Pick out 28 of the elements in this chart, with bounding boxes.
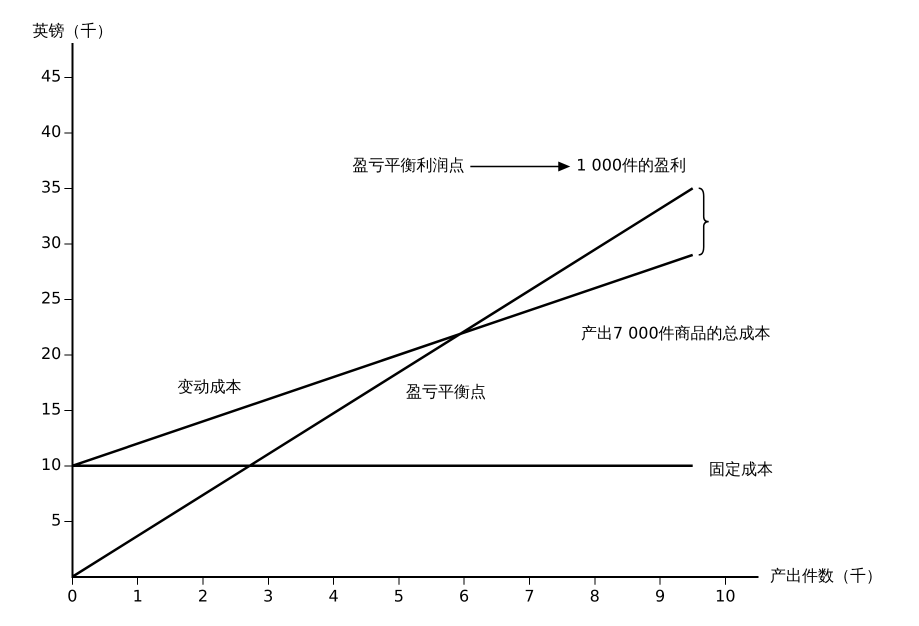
y-tick-label: 40 bbox=[41, 122, 62, 141]
y-tick-label: 45 bbox=[41, 66, 62, 86]
x-tick-label: 4 bbox=[328, 586, 339, 606]
y-tick-label: 5 bbox=[51, 510, 62, 530]
x-tick-label: 2 bbox=[198, 586, 208, 606]
x-tick-label: 1 bbox=[132, 586, 143, 606]
annotation: 盈亏平衡点 bbox=[406, 382, 486, 402]
x-tick-label: 3 bbox=[263, 586, 274, 606]
y-tick-label: 35 bbox=[41, 177, 62, 196]
x-tick-label: 0 bbox=[67, 586, 78, 606]
x-tick-label: 9 bbox=[654, 586, 666, 606]
x-axis-title: 产出件数（千） bbox=[770, 566, 882, 585]
y-tick-label: 20 bbox=[41, 344, 62, 363]
y-axis-title: 英镑（千） bbox=[32, 21, 112, 40]
y-tick-label: 10 bbox=[41, 454, 62, 474]
annotation: 变动成本 bbox=[177, 376, 242, 396]
annotation: 1 000件的盈利 bbox=[576, 156, 686, 175]
annotation: 产出7 000件商品的总成本 bbox=[580, 324, 771, 343]
x-tick-label: 5 bbox=[394, 586, 404, 606]
y-tick-label: 30 bbox=[41, 232, 62, 252]
x-tick-label: 7 bbox=[524, 586, 535, 606]
x-tick-label: 8 bbox=[590, 586, 600, 606]
y-tick-label: 15 bbox=[41, 399, 62, 418]
x-tick-label: 10 bbox=[715, 586, 736, 606]
annotation: 固定成本 bbox=[708, 459, 773, 478]
y-tick-label: 25 bbox=[41, 288, 62, 308]
annotation: 盈亏平衡利润点 bbox=[352, 156, 464, 175]
x-tick-label: 6 bbox=[459, 586, 470, 606]
